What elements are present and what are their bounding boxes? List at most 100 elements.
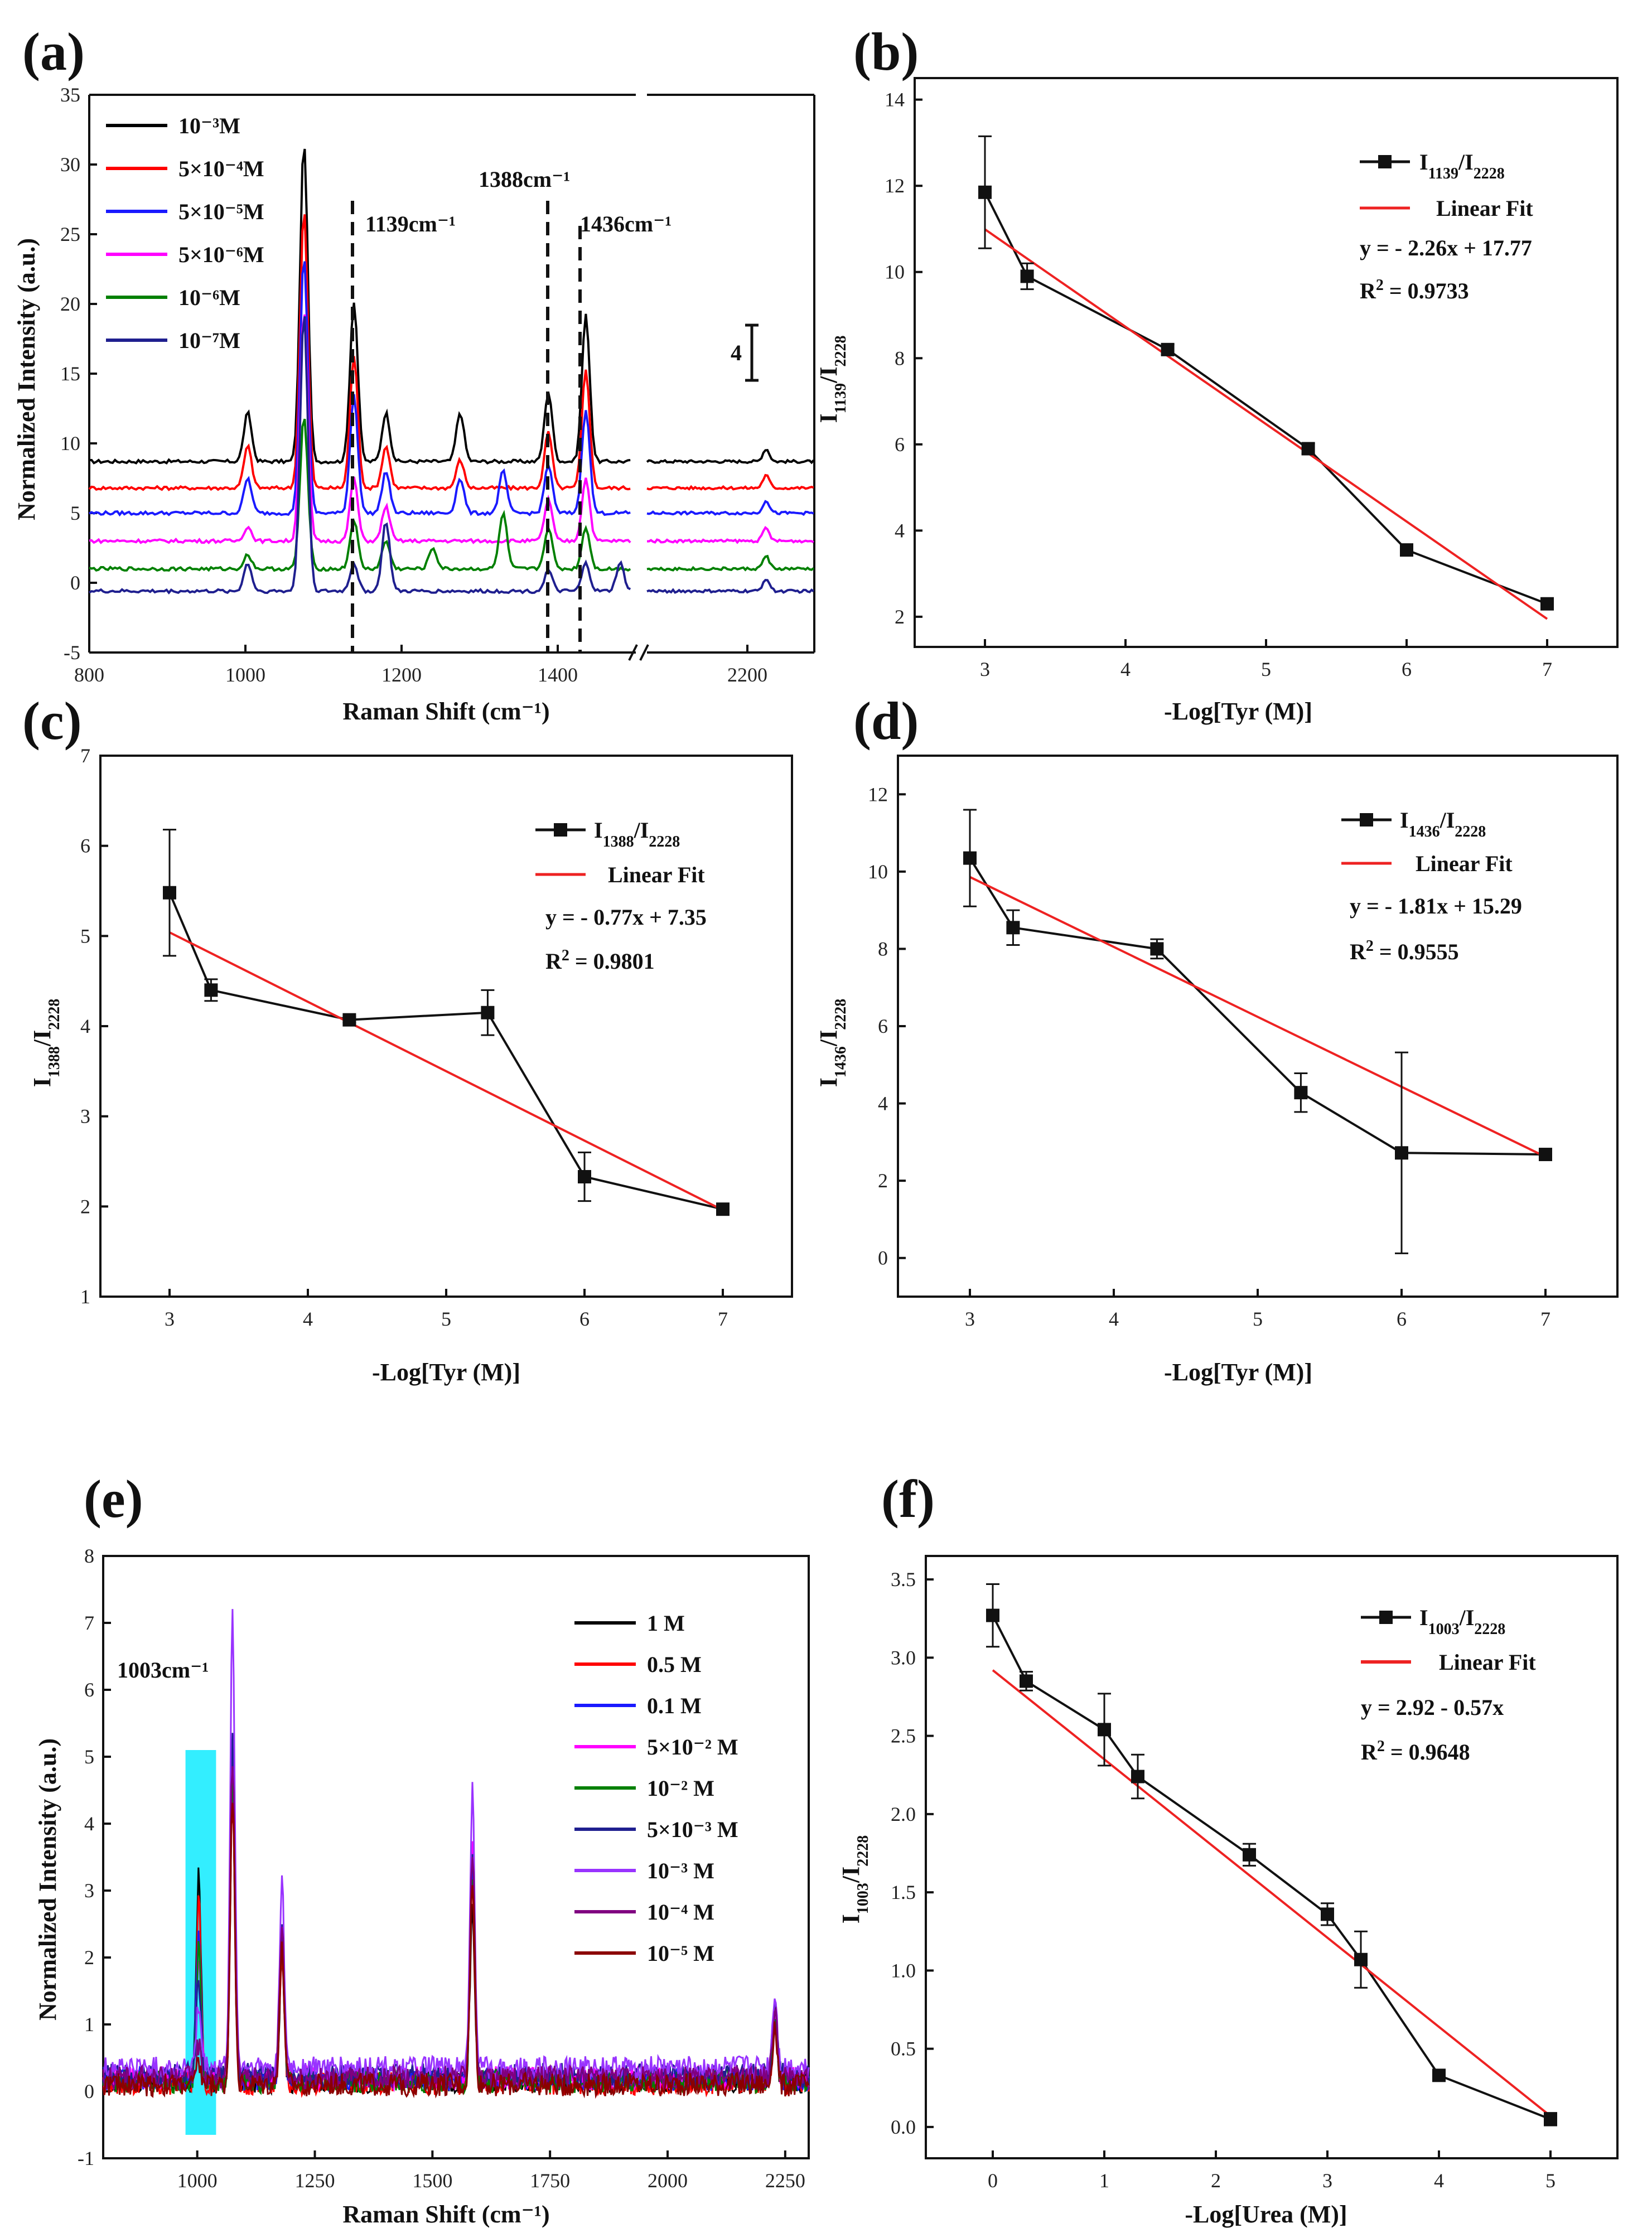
panel-c-legend: I1388/I2228 Linear Fit y = - 0.77x + 7.3…: [535, 818, 707, 974]
x-tick-label: 4: [303, 1308, 313, 1330]
panel-f-legend: I1003/I2228 Linear Fit y = 2.92 - 0.57x …: [1361, 1605, 1536, 1765]
y-tick-label: 6: [895, 433, 905, 456]
y-tick-label: 1: [80, 1285, 90, 1308]
linear-fit-line: [992, 1669, 1552, 2117]
legend-label: 10⁻² M: [647, 1776, 714, 1801]
legend-label: 5×10⁻⁴M: [178, 156, 264, 181]
x-tick-label: 5: [1261, 658, 1271, 680]
data-point: [342, 1013, 356, 1027]
legend-label: 10⁻⁷M: [178, 328, 240, 353]
spectrum-line: [88, 214, 631, 491]
y-tick-label: 5: [70, 502, 80, 524]
x-tick-label: 3: [965, 1308, 975, 1330]
spectrum-line: [102, 1802, 810, 2099]
data-point: [1301, 442, 1315, 456]
x-tick-label: 1400: [538, 664, 578, 686]
x-tick-label: 1000: [225, 664, 265, 686]
panel-b-x-axis-title: -Log[Tyr (M)]: [1164, 698, 1312, 725]
panel-f-plot: 0 1 2 3 4 5 0.0 0.5 1.0 1.5 2.0 2.5 3.0 3.5: [891, 1555, 1619, 2192]
y-tick-label: 35: [60, 84, 80, 106]
x-tick-label: 6: [1402, 658, 1412, 680]
legend-marker-data: [1360, 813, 1373, 826]
x-tick-label: 5: [441, 1308, 451, 1330]
legend-label: 0.5 M: [647, 1652, 702, 1677]
data-point: [204, 983, 218, 997]
y-tick-label: 10: [868, 861, 888, 883]
x-tick-label: 2250: [765, 2169, 805, 2192]
legend-label: 10⁻⁴ M: [647, 1900, 714, 1925]
data-point: [1539, 1148, 1552, 1162]
legend-label-fit: Linear Fit: [608, 862, 705, 887]
panel-f-x-axis-title: -Log[Urea (M)]: [1185, 2201, 1347, 2228]
y-tick-label: 4: [895, 519, 905, 542]
panel-c-x-axis-title: -Log[Tyr (M)]: [372, 1359, 520, 1386]
legend-label-fit: Linear Fit: [1436, 196, 1533, 221]
legend-label: 5×10⁻³ M: [647, 1817, 738, 1842]
x-tick-label: 1: [1099, 2169, 1109, 2192]
legend-label: 0.1 M: [647, 1693, 702, 1718]
fit-r-squared: R2 = 0.9555: [1350, 937, 1459, 965]
panel-e-x-axis-title: Raman Shift (cm⁻¹): [342, 2201, 549, 2228]
y-tick-label: 6: [84, 1679, 94, 1701]
legend-label: 10⁻³ M: [647, 1858, 714, 1883]
panel-e-series-group: [102, 1609, 810, 2099]
linear-fit-line: [969, 876, 1546, 1158]
legend-label: 10⁻³M: [178, 113, 240, 138]
panel-b-i1139-vs-log-tyr: 3 4 5 6 7 2 4 6 8 10 12 14 -Log[Tyr (M)] I1139/I222…: [815, 77, 1619, 725]
data-point: [978, 185, 992, 199]
y-tick-label: 4: [80, 1015, 90, 1037]
data-point: [1006, 921, 1020, 935]
fit-equation: y = - 1.81x + 15.29: [1350, 893, 1522, 919]
data-point: [1020, 269, 1034, 283]
x-tick-label: 6: [1397, 1308, 1407, 1330]
y-tick-label: 2: [895, 606, 905, 628]
y-tick-label: 2.0: [891, 1803, 916, 1825]
x-tick-label: 7: [1540, 1308, 1550, 1330]
panel-a-annotations: 1139cm⁻¹ 1388cm⁻¹ 1436cm⁻¹ 4: [351, 167, 759, 652]
data-point: [963, 851, 977, 865]
y-tick-label: 1.5: [891, 1881, 916, 1903]
y-tick-label: 3: [84, 1879, 94, 1902]
y-tick-label: 4: [84, 1812, 94, 1835]
y-tick-label: 12: [868, 783, 888, 805]
data-point: [986, 1608, 999, 1622]
y-tick-label: 2: [84, 1946, 94, 1969]
panel-label-c: (c): [22, 691, 82, 751]
spectrum-line: [89, 314, 631, 545]
y-tick-label: 5: [80, 925, 90, 947]
x-tick-label: 6: [579, 1308, 590, 1330]
panel-a-x-axis-title: Raman Shift (cm⁻¹): [342, 698, 549, 725]
legend-marker-data: [1378, 155, 1392, 168]
y-tick-label: 3.0: [891, 1646, 916, 1669]
legend-label-fit: Linear Fit: [1416, 851, 1513, 876]
data-series-line: [984, 191, 1548, 605]
annotation-1388: 1388cm⁻¹: [479, 167, 570, 192]
panel-label-f: (f): [881, 1469, 935, 1529]
annotation-1003: 1003cm⁻¹: [117, 1657, 209, 1683]
data-point: [1400, 543, 1413, 557]
y-tick-label: 0: [84, 2080, 94, 2102]
spectrum-line-2228: [646, 579, 814, 594]
data-point: [1243, 1848, 1256, 1862]
panel-d-plot: 3 4 5 6 7 0 2 4 6 8 10 12: [868, 755, 1619, 1330]
x-tick-label: 0: [988, 2169, 998, 2192]
x-tick-label: 4: [1120, 658, 1131, 680]
spectrum-line-2228: [646, 554, 815, 572]
y-tick-label: 7: [84, 1612, 94, 1634]
fit-equation: y = - 2.26x + 17.77: [1360, 235, 1532, 260]
panel-b-plot: 3 4 5 6 7 2 4 6 8 10 12 14: [885, 77, 1619, 680]
x-tick-label: 5: [1545, 2169, 1556, 2192]
panel-a-series-group: [88, 148, 815, 594]
x-tick-label: 1750: [530, 2169, 570, 2192]
panel-d-x-axis-title: -Log[Tyr (M)]: [1164, 1359, 1312, 1386]
y-tick-label: 25: [60, 223, 80, 245]
x-tick-label: 3: [1322, 2169, 1332, 2192]
data-point: [1131, 1770, 1144, 1784]
panel-label-b: (b): [853, 22, 919, 81]
y-tick-label: 20: [60, 293, 80, 315]
x-tick-label: 1000: [177, 2169, 218, 2192]
data-point: [1540, 597, 1554, 611]
y-tick-label: 10: [885, 261, 905, 283]
scale-bar-label: 4: [731, 340, 742, 365]
